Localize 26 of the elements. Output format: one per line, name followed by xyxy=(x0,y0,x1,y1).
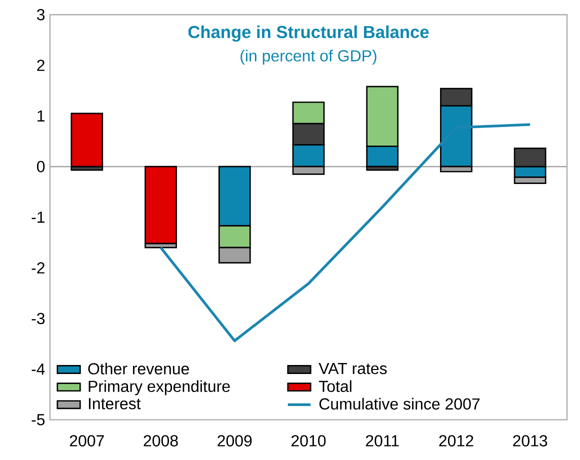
x-tick-label: 2009 xyxy=(218,435,252,447)
bar xyxy=(144,166,177,244)
y-tick-label: -2 xyxy=(32,262,44,274)
y-tick-label: -1 xyxy=(32,212,44,223)
legend-label: VAT rates xyxy=(318,363,387,374)
text: (in percent of GDP) xyxy=(240,50,376,65)
legend-label: Total xyxy=(318,380,352,392)
x-tick-label: 2010 xyxy=(291,435,326,447)
x-tick-label: 2012 xyxy=(439,435,474,447)
legend-label: Primary expenditure xyxy=(88,380,230,396)
y-tick-label: 3 xyxy=(36,9,45,20)
x-tick-label: 2013 xyxy=(513,435,548,447)
y-tick-label: 1 xyxy=(38,110,44,122)
y-tick-label: 0 xyxy=(37,161,45,172)
x-tick-label: 2008 xyxy=(144,435,178,447)
y-tick-label: -4 xyxy=(32,364,45,375)
legend-label: Interest xyxy=(88,398,141,410)
legend-label: Other revenue xyxy=(88,362,189,375)
y-tick-label: -3 xyxy=(32,312,45,324)
bar xyxy=(70,112,104,168)
text: Change in Structural Balance xyxy=(188,26,429,42)
x-tick-label: 2007 xyxy=(70,435,104,447)
y-tick-label: -5 xyxy=(32,414,45,426)
y-tick-label: 2 xyxy=(37,60,44,72)
x-tick-label: 2011 xyxy=(366,435,399,447)
legend-label: Cumulative since 2007 xyxy=(319,398,480,410)
